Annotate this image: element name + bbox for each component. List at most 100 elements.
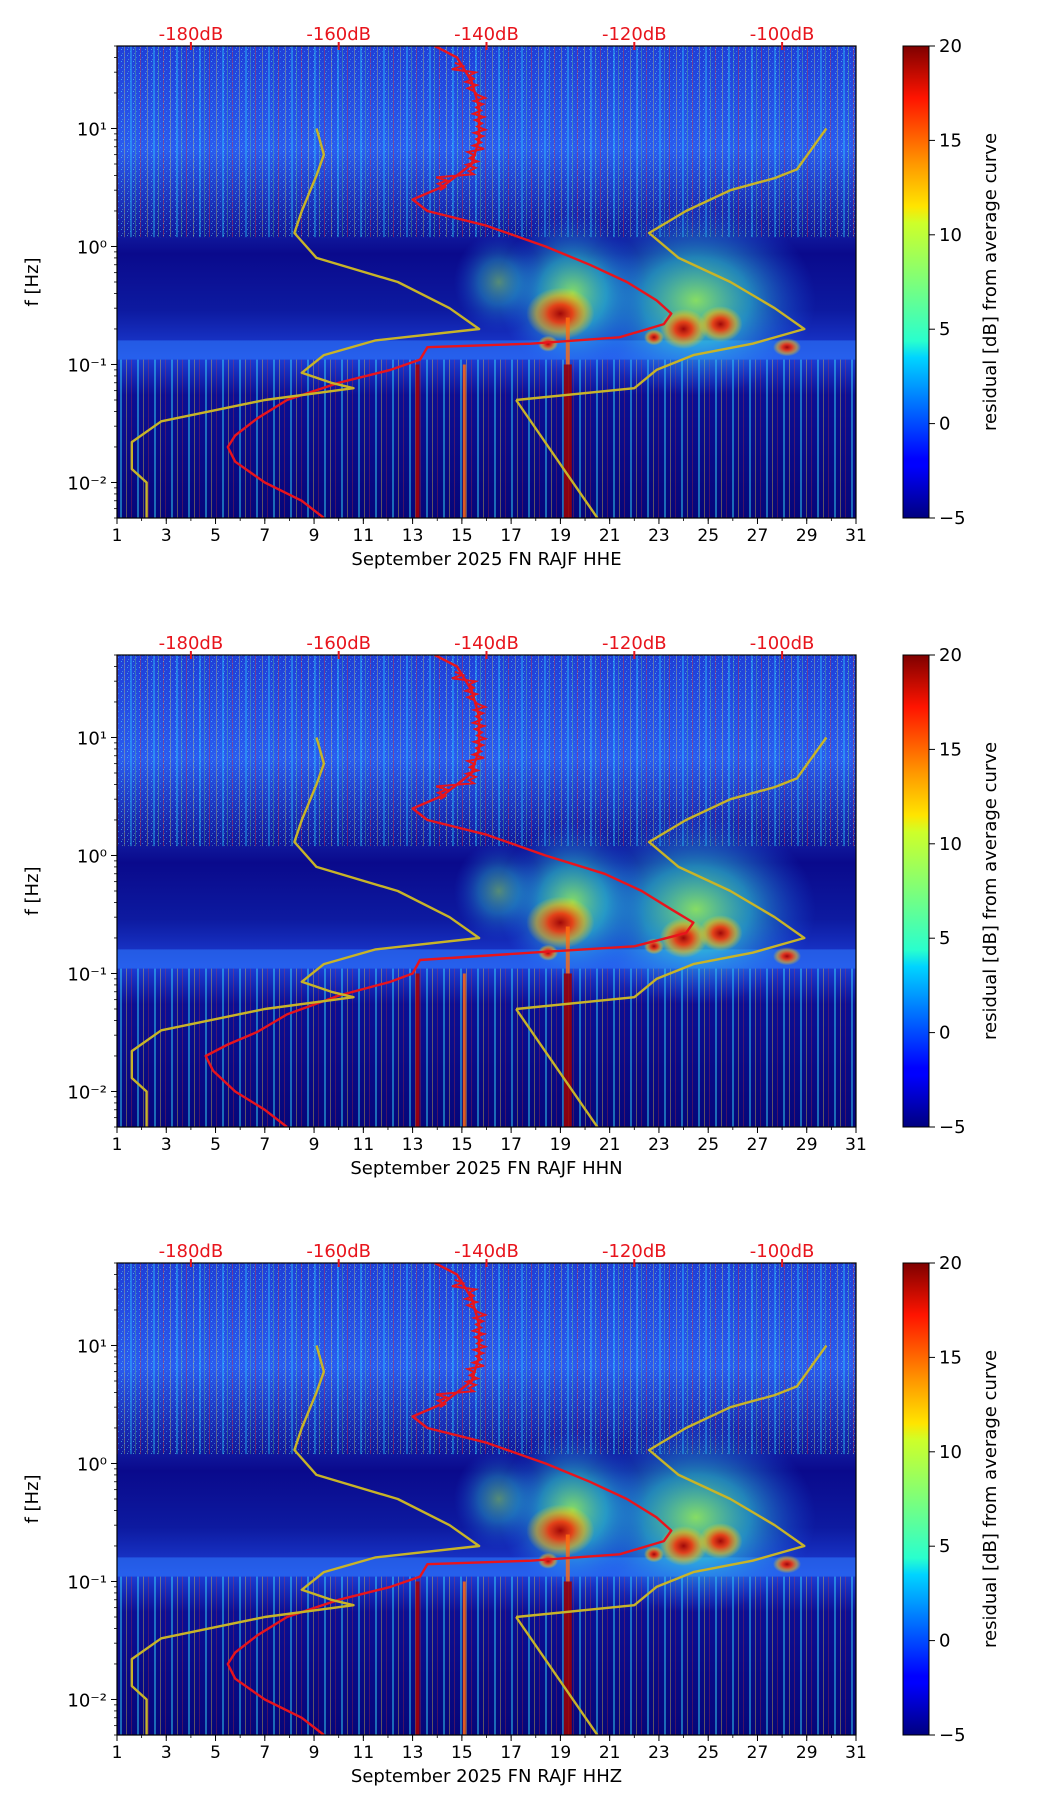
top-axis-label: -160dB [306, 24, 371, 45]
colorbar-tick-label: 20 [939, 645, 962, 666]
x-tick-label: 25 [697, 526, 719, 546]
x-tick-label: 29 [796, 1135, 818, 1155]
x-tick-label: 7 [259, 526, 270, 546]
x-tick-label: 23 [648, 1135, 670, 1155]
noise-model-line [515, 127, 828, 402]
colorbar-tick-label: −5 [939, 1117, 966, 1138]
colorbar [902, 45, 930, 519]
x-tick-label: 9 [309, 1135, 320, 1155]
top-axis-label: -160dB [306, 633, 371, 654]
x-tick-label: 9 [309, 1743, 320, 1763]
top-axis-label: -180dB [159, 1241, 224, 1262]
x-tick-label: 21 [599, 1743, 621, 1763]
noise-model-line [130, 128, 481, 518]
y-axis-label: f [Hz] [22, 1474, 43, 1523]
x-tick-label: 19 [550, 1135, 572, 1155]
x-tick-label: 19 [550, 526, 572, 546]
average-curve-line [435, 61, 489, 192]
colorbar-tick-label: 15 [939, 130, 962, 151]
colorbar-tick-label: 5 [939, 928, 950, 949]
y-axis-label: f [Hz] [22, 257, 43, 306]
x-tick-label: 17 [500, 526, 522, 546]
y-tick-label: 10⁻² [67, 1690, 107, 1711]
x-tick-label: 13 [402, 1135, 424, 1155]
spectrogram-image [117, 46, 856, 518]
x-tick-label: 7 [259, 1135, 270, 1155]
x-tick-label: 13 [402, 1743, 424, 1763]
y-tick-label: 10⁻¹ [67, 964, 107, 985]
x-tick-label: 21 [599, 526, 621, 546]
x-tick-label: 5 [210, 1135, 221, 1155]
x-tick-label: 19 [550, 1743, 572, 1763]
colorbar-tick-label: 10 [939, 1442, 962, 1463]
colorbar-tick-label: 20 [939, 36, 962, 57]
x-tick-label: 27 [747, 1743, 769, 1763]
colorbar-tick-label: 0 [939, 414, 950, 435]
x-tick-label: 23 [648, 1743, 670, 1763]
x-tick-label: 15 [451, 1135, 473, 1155]
x-axis-label: September 2025 FN RAJF HHZ [351, 1766, 622, 1787]
top-axis-label: -140dB [454, 24, 519, 45]
x-axis-label: September 2025 FN RAJF HHN [350, 1158, 622, 1179]
average-curve-line [435, 670, 489, 801]
noise-model-line [515, 736, 828, 1011]
colorbar-tick-label: 10 [939, 225, 962, 246]
y-tick-label: 10¹ [77, 119, 107, 140]
x-tick-label: 13 [402, 526, 424, 546]
average-curve-line [435, 1278, 489, 1409]
x-tick-label: 1 [112, 1743, 123, 1763]
colorbar-tick-label: 0 [939, 1631, 950, 1652]
y-tick-label: 10⁰ [77, 846, 107, 867]
colorbar-tick-label: −5 [939, 1725, 966, 1746]
colorbar-label: residual [dB] from average curve [980, 1350, 1001, 1648]
x-tick-label: 23 [648, 526, 670, 546]
x-tick-label: 31 [845, 1135, 867, 1155]
x-tick-label: 9 [309, 526, 320, 546]
colorbar-tick-label: 15 [939, 1347, 962, 1368]
x-tick-label: 27 [747, 1135, 769, 1155]
x-axis-label: September 2025 FN RAJF HHE [351, 549, 621, 570]
top-axis-label: -100dB [750, 1241, 815, 1262]
x-tick-label: 5 [210, 526, 221, 546]
colorbar [902, 1262, 930, 1736]
noise-model-line [515, 1344, 828, 1619]
spectrogram-image [117, 1263, 856, 1735]
x-tick-label: 11 [353, 526, 375, 546]
x-tick-label: 29 [796, 1743, 818, 1763]
colorbar-tick-label: 20 [939, 1253, 962, 1274]
noise-model-line [515, 399, 599, 518]
spectrogram-image [117, 655, 856, 1127]
top-axis-label: -120dB [602, 633, 667, 654]
x-tick-label: 29 [796, 526, 818, 546]
colorbar-tick-label: 15 [939, 739, 962, 760]
colorbar-label: residual [dB] from average curve [980, 133, 1001, 431]
y-tick-label: 10⁻² [67, 1082, 107, 1103]
y-tick-label: 10¹ [77, 1336, 107, 1357]
x-tick-label: 25 [697, 1743, 719, 1763]
x-tick-label: 1 [112, 1135, 123, 1155]
top-axis-label: -100dB [750, 633, 815, 654]
x-tick-label: 17 [500, 1743, 522, 1763]
y-axis-label: f [Hz] [22, 866, 43, 915]
x-tick-label: 3 [161, 1135, 172, 1155]
colorbar-tick-label: −5 [939, 508, 966, 529]
x-tick-label: 3 [161, 1743, 172, 1763]
x-tick-label: 3 [161, 526, 172, 546]
top-axis-label: -180dB [159, 633, 224, 654]
top-axis-label: -160dB [306, 1241, 371, 1262]
x-tick-label: 27 [747, 526, 769, 546]
colorbar-tick-label: 0 [939, 1023, 950, 1044]
top-axis-label: -100dB [750, 24, 815, 45]
y-tick-label: 10⁰ [77, 237, 107, 258]
colorbar-label: residual [dB] from average curve [980, 742, 1001, 1040]
y-tick-label: 10¹ [77, 728, 107, 749]
noise-model-line [130, 1345, 481, 1735]
x-tick-label: 5 [210, 1743, 221, 1763]
x-tick-label: 17 [500, 1135, 522, 1155]
top-axis-label: -140dB [454, 1241, 519, 1262]
top-axis-label: -120dB [602, 1241, 667, 1262]
